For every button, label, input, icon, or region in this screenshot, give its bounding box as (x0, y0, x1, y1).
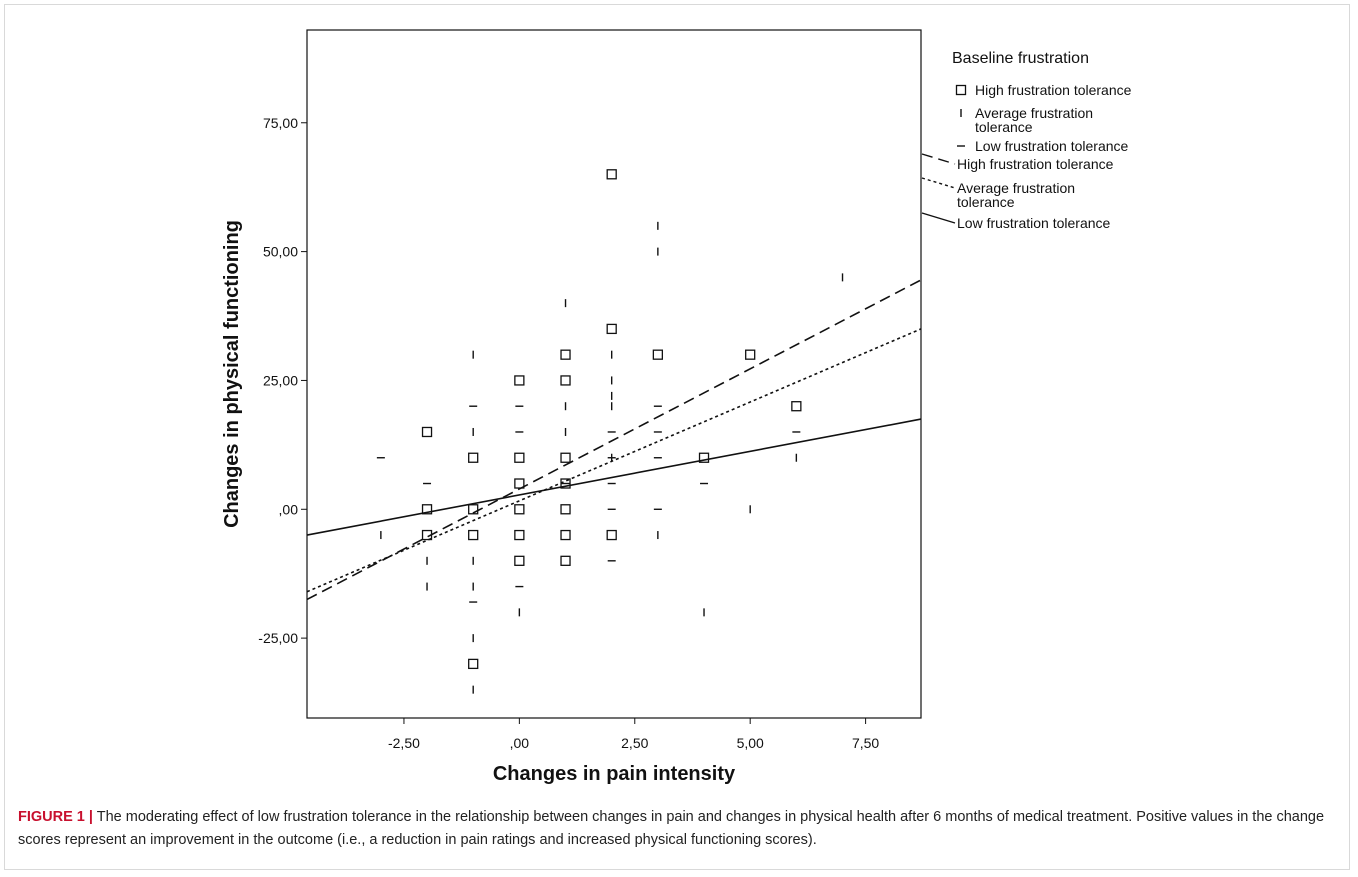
legend-title: Baseline frustration (952, 50, 1089, 67)
fit-line-solid (306, 418, 922, 536)
data-point-series-1 (560, 555, 571, 566)
data-point-series-1 (468, 504, 479, 515)
data-point-series-1 (791, 401, 802, 412)
y-axis-title: Changes in physical functioning (221, 220, 243, 528)
data-point-series-1 (468, 529, 479, 541)
data-point-series-1 (560, 375, 571, 386)
data-point-series-1 (560, 349, 571, 360)
data-point-series-1 (421, 504, 433, 515)
caption-text: The moderating effect of low frustration… (18, 809, 1325, 848)
legend-label: tolerance (957, 194, 1015, 210)
data-point-series-1 (606, 529, 617, 541)
data-point-series-1 (652, 349, 664, 360)
data-point-series-1 (606, 169, 617, 180)
legend-label: Average frustration (975, 105, 1093, 121)
y-tick-label: ,00 (279, 501, 299, 517)
x-tick-label: 5,00 (737, 735, 764, 751)
fit-lines (306, 279, 922, 601)
data-point-series-1 (514, 529, 525, 541)
y-tick-label: -25,00 (258, 630, 298, 646)
y-tick-label: 50,00 (263, 244, 298, 260)
figure-caption: FIGURE 1 | The moderating effect of low … (18, 806, 1340, 852)
x-axis-title: Changes in pain intensity (493, 763, 736, 785)
caption-label: FIGURE 1 | (18, 809, 93, 825)
axis-ticks: -2,50 ,00 2,50 5,00 7,50 -25,00 ,00 25,00 50,00 7… (258, 115, 879, 751)
fit-line-dashed (306, 279, 922, 601)
legend-label: tolerance (975, 119, 1033, 135)
legend: Baseline frustration High frustration to… (921, 50, 1132, 231)
data-point-series-1 (745, 349, 756, 360)
data-point-series-1 (514, 478, 525, 489)
data-points (376, 169, 844, 694)
plot-area (306, 29, 922, 719)
data-point-series-1 (514, 452, 525, 463)
legend-line-dotted (921, 177, 956, 189)
data-point-series-1 (560, 529, 571, 541)
data-point-series-1 (514, 504, 525, 515)
scatter-chart: -2,50 ,00 2,50 5,00 7,50 -25,00 ,00 25,00 50,00 7… (221, 29, 1132, 785)
y-tick-label: 25,00 (263, 372, 298, 388)
x-tick-label: 7,50 (852, 735, 879, 751)
y-tick-label: 75,00 (263, 115, 298, 131)
legend-label: Low frustration tolerance (975, 138, 1129, 154)
x-tick-label: -2,50 (388, 735, 420, 751)
x-tick-label: ,00 (510, 735, 530, 751)
legend-label: High frustration tolerance (957, 156, 1114, 172)
legend-line-dashed (921, 153, 956, 165)
data-point-series-1 (468, 658, 479, 670)
legend-marker-square (955, 84, 967, 96)
data-point-series-1 (514, 555, 525, 566)
data-point-series-1 (421, 426, 433, 438)
x-tick-label: 2,50 (621, 735, 648, 751)
legend-label: Low frustration tolerance (957, 215, 1111, 231)
data-point-series-1 (560, 504, 571, 515)
data-point-series-1 (698, 452, 710, 463)
data-point-series-1 (514, 375, 525, 386)
legend-label: Average frustration (957, 180, 1075, 196)
legend-line-solid (921, 212, 956, 224)
legend-label: High frustration tolerance (975, 82, 1132, 98)
data-point-series-1 (606, 323, 617, 335)
data-point-series-1 (468, 452, 479, 463)
data-point-series-1 (560, 452, 571, 463)
